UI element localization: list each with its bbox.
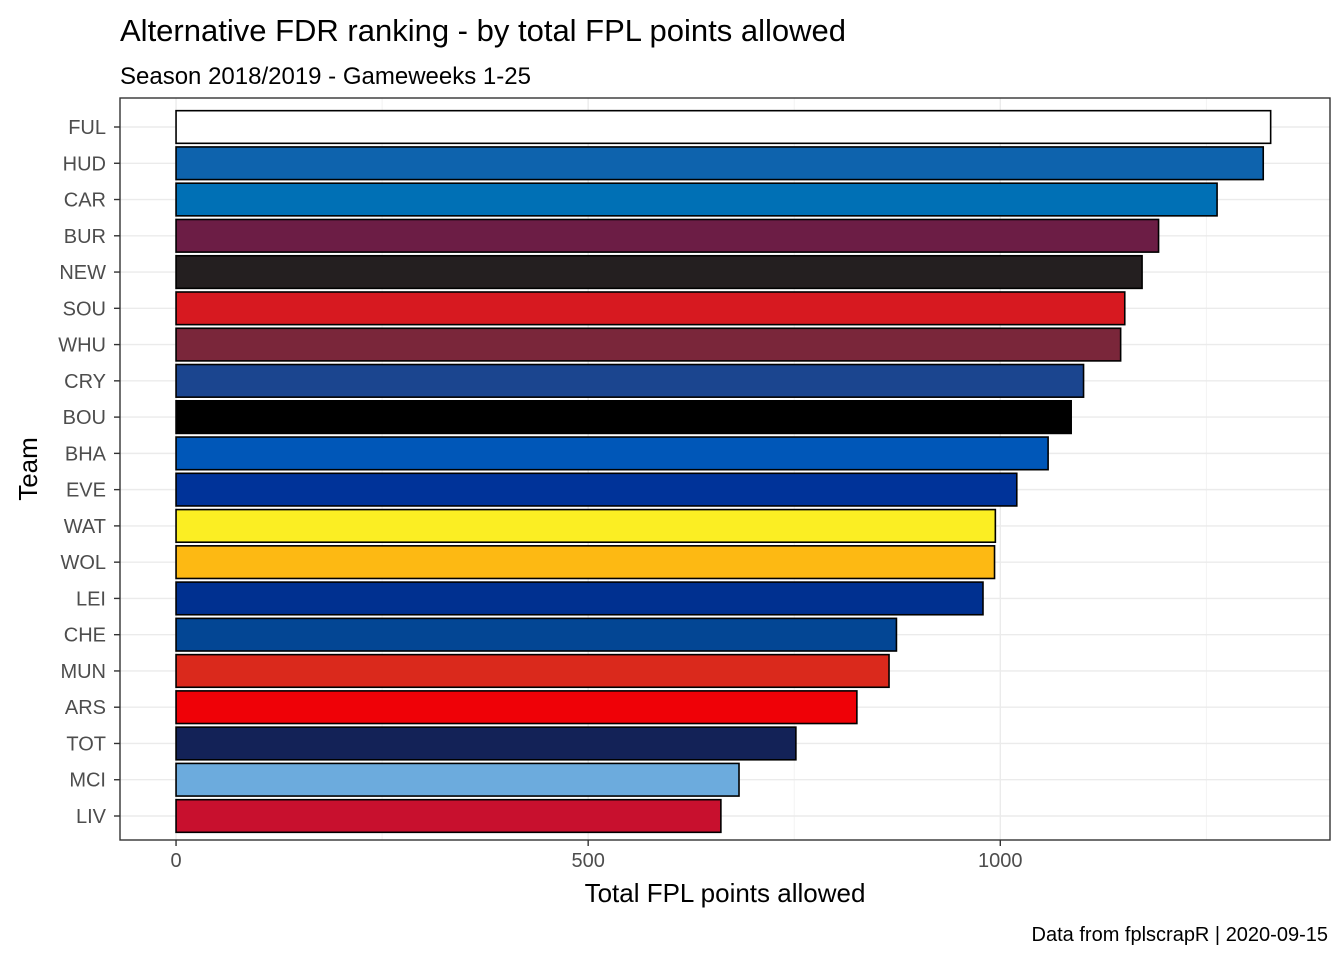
x-tick-label: 1000 — [978, 850, 1023, 872]
y-tick-label: BOU — [63, 407, 106, 429]
chart-title: Alternative FDR ranking - by total FPL p… — [120, 13, 846, 48]
y-tick-label: TOT — [66, 733, 106, 755]
y-tick-label: CRY — [64, 371, 106, 393]
bar-lei — [175, 581, 984, 616]
y-tick-label: SOU — [63, 298, 106, 320]
bar-hud — [175, 146, 1265, 181]
y-tick-label: LEI — [76, 588, 106, 610]
y-tick-label: HUD — [63, 153, 106, 175]
plot-panel — [119, 97, 1331, 841]
bar-eve — [175, 472, 1018, 507]
chart-caption: Data from fplscrapR | 2020-09-15 — [1032, 924, 1328, 946]
bar-bha — [175, 436, 1049, 471]
bar-liv — [175, 798, 722, 834]
bar-mci — [175, 762, 740, 797]
bar-tot — [175, 726, 797, 761]
chart-subtitle: Season 2018/2019 - Gameweeks 1-25 — [120, 63, 531, 90]
y-tick-label: NEW — [59, 262, 106, 284]
x-axis: 0 500 1000 — [170, 840, 1023, 872]
bar-mun — [175, 653, 890, 689]
y-axis-title: Team — [13, 437, 43, 501]
bar-wol — [175, 545, 996, 580]
bar-sou — [175, 291, 1126, 326]
bar-car — [175, 182, 1218, 217]
bar-whu — [175, 327, 1122, 362]
y-tick-label: WAT — [64, 516, 106, 538]
y-tick-label: FUL — [68, 117, 106, 139]
y-tick-label: ARS — [65, 697, 106, 719]
x-tick-label: 0 — [170, 850, 181, 872]
bar-cry — [175, 363, 1085, 398]
y-tick-label: MUN — [60, 661, 106, 683]
x-tick-label: 500 — [571, 850, 604, 872]
y-tick-label: CHE — [64, 625, 106, 647]
bar-ars — [175, 690, 858, 725]
bar-bur — [175, 218, 1160, 253]
y-tick-label: CAR — [64, 190, 106, 212]
panel-border — [119, 97, 1331, 841]
bar-new — [175, 254, 1143, 290]
x-axis-title: Total FPL points allowed — [585, 878, 866, 908]
bar-wat — [175, 508, 997, 544]
bar-ful — [175, 109, 1272, 145]
y-axis: FUL HUD CAR BUR NEW SOU WHU CRY BOU BHA EVE WAT WOL L… — [58, 117, 120, 828]
y-tick-label: BUR — [64, 226, 106, 248]
bar-che — [175, 617, 898, 652]
y-tick-label: LIV — [76, 806, 107, 828]
y-tick-label: WOL — [60, 552, 106, 574]
y-tick-label: BHA — [65, 443, 107, 465]
y-tick-label: WHU — [58, 335, 106, 357]
y-tick-label: MCI — [69, 770, 106, 792]
y-tick-label: EVE — [66, 480, 106, 502]
bar-bou — [175, 399, 1072, 435]
bars — [175, 109, 1272, 834]
